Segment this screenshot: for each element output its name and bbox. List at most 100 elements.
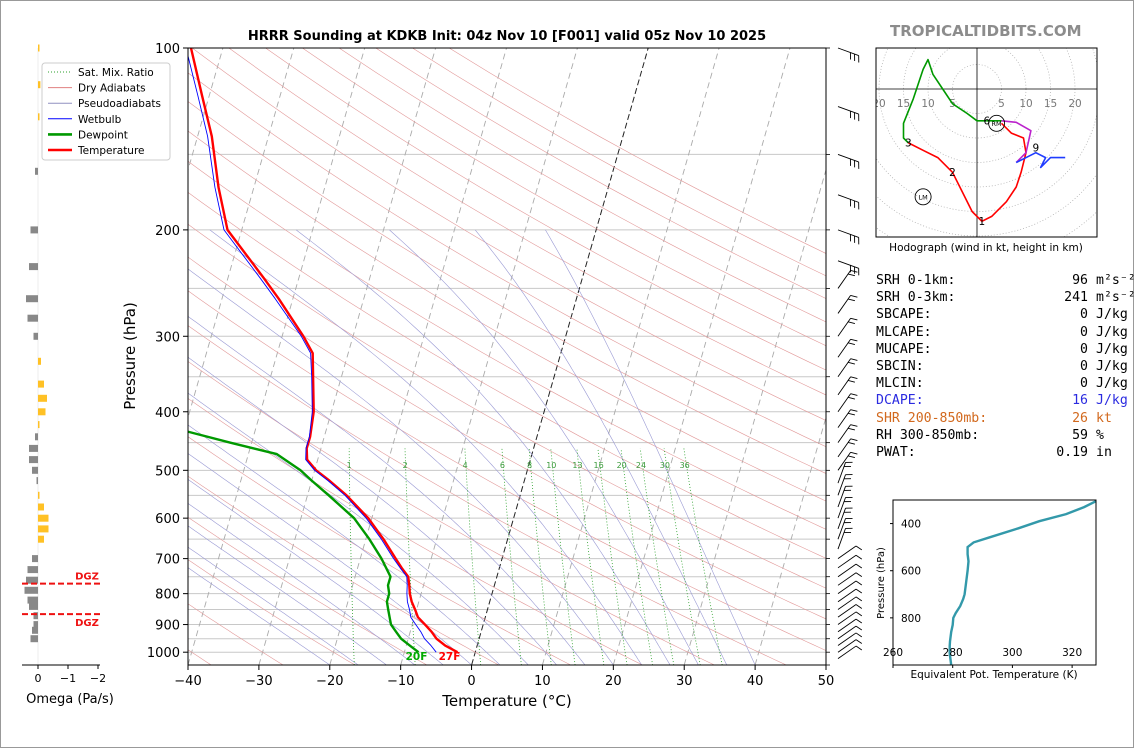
omega-bar [38,357,41,365]
y-tick-label: 700 [155,553,180,568]
parameter-value: 0.19 [1056,444,1088,460]
parameter-value: 96 [1072,273,1088,288]
mixing-ratio-label: 10 [546,461,556,470]
pseudoadiabat-line [209,229,642,665]
mixing-ratio-label: 2 [403,461,408,470]
pseudoadiabat-line [188,567,330,665]
dgz-label: DGZ [75,618,99,629]
parameter-label: SHR 200-850mb: [876,410,988,426]
wind-barb [837,153,860,169]
pseudoadiabat-line [474,229,728,665]
parameter-unit: J/kg [1096,307,1128,323]
omega-bar [33,621,38,629]
omega-bar [32,626,38,634]
parameter-label: SRH 0-1km: [876,273,956,288]
hodograph-ring-label: 20 [1068,98,1081,110]
dry-adiabat-line [188,160,826,530]
omega-bar [27,566,38,574]
mixing-ratio-label: 36 [680,461,690,470]
dry-adiabat-line [188,256,826,620]
parameter-value: 16 [1072,393,1088,409]
parameter-label: MLCIN: [876,376,924,392]
hodograph-marker-label: LM [918,193,927,201]
hodograph-height-label: 2 [949,167,956,179]
hodograph-marker [988,114,1006,132]
omega-bar [26,576,38,584]
wind-barb [837,451,858,471]
dry-adiabat-line [188,398,643,665]
pseudoadiabat-line [188,503,415,665]
omega-bar [38,394,47,402]
mixing-ratio-line [597,448,628,665]
isotherm-line [0,48,10,665]
wind-barb [837,572,863,586]
omega-bar [27,314,38,322]
wind-barbs [837,47,863,660]
isotherm-zero-line [471,48,649,665]
parameter-unit: J/kg [1096,376,1128,392]
omega-bar [38,503,44,511]
omega-bar [35,433,38,441]
dry-adiabat-line [188,603,284,665]
pseudoadiabat-line [545,229,756,665]
pseudoadiabat-line [188,525,387,665]
dry-adiabat-line [188,361,715,665]
mixing-ratio-line [576,448,605,665]
mixing-ratio-label: 20 [617,461,627,470]
legend-label: Dewpoint [78,129,128,141]
wind-barb [837,580,863,595]
parameter-label: SBCAPE: [876,307,932,323]
wetbulb-trace [188,54,437,653]
wind-barb [837,645,863,660]
omega-bar [35,167,38,175]
dry-adiabat-line [188,290,826,651]
pseudoadiabat-line [389,229,699,665]
wind-barb [837,424,858,443]
parameter-unit: in [1096,444,1112,460]
mixing-ratio-label: 4 [463,461,468,470]
omega-bar [38,44,40,52]
omega-bar [32,555,38,563]
x-tick-label: 10 [534,674,551,689]
legend-label: Wetbulb [78,114,122,126]
parameter-row: SRH 0-3km: 241 m²s⁻² [876,289,1134,306]
wind-barb [837,507,853,530]
dry-adiabat-line [188,101,826,474]
pseudoadiabat-line [188,453,472,665]
pseudoadiabat-line [188,268,614,665]
wind-barb [837,376,858,396]
pseudoadiabat-line [188,479,444,665]
parameter-row: SBCIN: 0 J/kg [876,358,1134,375]
wind-barb [837,47,860,63]
wind-barb [837,485,853,508]
dgz-label: DGZ [75,572,99,583]
omega-bar [30,635,38,643]
dry-adiabat-line [188,72,826,448]
theta-e-y-tick-label: 800 [901,613,921,625]
parameter-value: 26 [1072,410,1088,426]
mixing-ratio-line [683,448,723,665]
dry-adiabat-line [188,559,356,665]
parameter-row: MLCAPE: 0 J/kg [876,324,1134,341]
wind-barb [837,358,858,377]
dry-adiabat-line [188,191,826,559]
parameter-unit: m²s⁻² [1096,273,1134,288]
parameter-row: DCAPE: 16 J/kg [876,392,1134,409]
hodograph-segment [981,122,1027,223]
wind-barb [837,194,860,210]
isotherm-line [541,48,720,665]
isotherm-line [612,48,791,665]
hodograph-ring-label: 15 [897,98,910,110]
omega-bar [38,535,44,543]
mixing-ratio-line [663,448,701,665]
wind-barb [837,639,863,653]
omega-panel: DGZ DGZ 0 −1 −2 [22,44,106,685]
skewt-background [0,48,826,665]
omega-bar [38,81,41,89]
parameter-value: 0 [1080,341,1088,357]
y-tick-label: 100 [155,42,180,57]
skewt-axes: −40 −30 −20 −10 0 10 20 30 40 50 100 200 300 400 500 60… [147,42,834,689]
parameter-row: RH 300-850mb: 59% [876,427,1134,444]
parameter-label: SBCIN: [876,358,924,374]
parameter-unit: J/kg [1096,324,1128,340]
